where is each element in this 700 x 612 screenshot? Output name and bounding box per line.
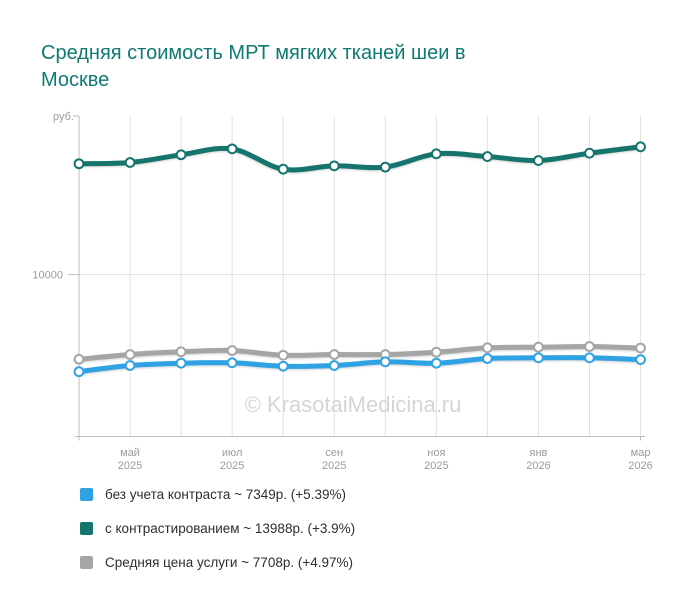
- data-point: [73, 158, 85, 170]
- data-point: [584, 352, 595, 364]
- data-point: [584, 147, 595, 159]
- watermark: © KrasotaiMedicina.ru: [245, 392, 462, 417]
- data-point: [584, 341, 595, 352]
- chart-title: Средняя стоимость МРТ мягких тканей шеи …: [41, 40, 466, 94]
- data-point: [328, 160, 340, 172]
- x-axis-tick-label: сен: [325, 447, 343, 459]
- x-axis-tick-label: 2026: [526, 460, 550, 472]
- data-point: [635, 354, 646, 366]
- x-axis-tick-label: 2026: [628, 460, 652, 472]
- x-axis-tick-label: янв: [530, 447, 548, 459]
- series-with-contrast: [73, 141, 646, 175]
- legend-swatch-with-contrast-icon: [80, 521, 93, 535]
- x-axis-tick-label: мар: [631, 447, 651, 459]
- series-no-contrast: [73, 352, 646, 378]
- data-point: [635, 141, 646, 153]
- data-point: [175, 357, 187, 369]
- data-point: [226, 143, 238, 155]
- series-average-price: [73, 341, 646, 365]
- x-axis-tick-label: 2025: [322, 460, 346, 472]
- data-point: [226, 357, 238, 369]
- chart-title-line-1: Средняя стоимость МРТ мягких тканей шеи …: [41, 42, 466, 64]
- data-point: [124, 360, 136, 371]
- x-axis-tick-label: 2025: [118, 460, 142, 472]
- data-point: [379, 356, 391, 368]
- data-point: [482, 353, 493, 364]
- data-point: [533, 352, 544, 364]
- data-point: [635, 342, 646, 354]
- data-point: [533, 155, 544, 166]
- legend-label-average-price: Средняя цена услуги ~ 7708р. (+4.97%): [105, 554, 353, 570]
- data-point: [277, 360, 289, 372]
- data-point: [226, 345, 238, 356]
- data-point: [430, 346, 442, 358]
- data-point: [482, 151, 493, 162]
- data-point: [175, 149, 187, 161]
- data-point: [430, 148, 442, 160]
- gridlines: [78, 116, 645, 437]
- data-point: [533, 341, 544, 353]
- x-axis-tick-label: ноя: [427, 447, 445, 459]
- y-axis-unit-label: руб.: [53, 111, 74, 123]
- legend-swatch-no-contrast-icon: [80, 487, 93, 501]
- x-axis-tick-label: 2025: [424, 460, 448, 472]
- x-axis-tick-label: 2025: [220, 460, 244, 472]
- data-point: [73, 366, 85, 378]
- y-axis-tick-label: 10000: [32, 270, 63, 282]
- data-point: [277, 163, 289, 175]
- legend-item-with-contrast[interactable]: с контрастированием ~ 13988р. (+3.9%): [80, 518, 355, 538]
- data-point: [73, 353, 85, 365]
- legend-swatch-average-price-icon: [80, 555, 93, 569]
- x-axis-tick-label: июл: [222, 447, 243, 459]
- x-axis-tick-label: май: [120, 447, 140, 459]
- data-point: [430, 357, 442, 369]
- legend-label-with-contrast: с контрастированием ~ 13988р. (+3.9%): [105, 520, 356, 536]
- data-point: [482, 342, 493, 354]
- legend-item-no-contrast[interactable]: без учета контраста ~ 7349р. (+5.39%): [80, 484, 355, 504]
- data-point: [175, 346, 187, 358]
- axis-labels: руб.10000май2025июл2025сен2025ноя2025янв…: [32, 111, 652, 472]
- data-point: [379, 161, 391, 173]
- data-point: [124, 349, 136, 360]
- legend-item-average-price[interactable]: Средняя цена услуги ~ 7708р. (+4.97%): [80, 552, 355, 572]
- legend-label-no-contrast: без учета контраста ~ 7349р. (+5.39%): [105, 486, 346, 502]
- chart-title-line-2: Москве: [41, 69, 110, 91]
- chart-legend: без учета контраста ~ 7349р. (+5.39%) с …: [80, 484, 355, 586]
- data-point: [328, 349, 340, 360]
- data-point: [124, 157, 136, 168]
- data-point: [328, 360, 340, 371]
- axes: [68, 115, 645, 441]
- data-point: [277, 349, 289, 361]
